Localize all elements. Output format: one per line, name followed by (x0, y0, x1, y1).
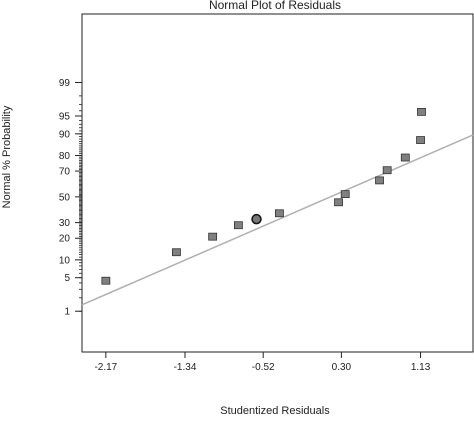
y-tick-label: 50 (59, 192, 71, 203)
data-point (334, 198, 343, 207)
y-tick-label: 1 (64, 307, 70, 318)
data-point (417, 107, 426, 116)
y-tick-label: 20 (59, 234, 71, 245)
data-point (101, 276, 111, 285)
y-tick-label: 70 (59, 167, 71, 178)
data-point (400, 153, 410, 162)
plot-frame (81, 13, 474, 353)
axis-ticks: 1 5 10 20 30 50 70 80 90 95 99 -2.17 -1.34 -0.52 0.30 1… (59, 78, 431, 373)
y-tick-label: 30 (59, 218, 71, 229)
y-tick-label: 90 (59, 129, 71, 140)
x-tick-label: -2.17 (94, 362, 117, 373)
x-tick-label: -0.52 (252, 362, 275, 373)
data-point (375, 176, 384, 185)
y-axis-label: Normal % Probability (1, 105, 13, 208)
highlighted-data-point (251, 213, 262, 225)
data-point (275, 209, 284, 218)
fit-line (81, 134, 474, 306)
x-tick-label: -1.34 (174, 362, 197, 373)
fit-line-layer (81, 134, 474, 306)
x-axis-label: Studentized Residuals (220, 405, 330, 417)
data-point (172, 248, 181, 257)
y-tick-label: 99 (59, 78, 71, 89)
data-point (233, 221, 243, 230)
x-tick-label: 1.13 (411, 362, 431, 373)
chart-title: Normal Plot of Residuals (209, 0, 341, 12)
y-tick-label: 95 (59, 111, 71, 122)
x-tick-label: 0.30 (332, 362, 352, 373)
y-tick-label: 10 (59, 255, 71, 266)
data-point (208, 232, 218, 241)
y-tick-label: 80 (59, 151, 71, 162)
data-points (101, 107, 426, 285)
data-point (340, 190, 350, 199)
data-point (416, 136, 425, 144)
y-tick-label: 5 (64, 273, 70, 284)
data-point (382, 166, 392, 175)
